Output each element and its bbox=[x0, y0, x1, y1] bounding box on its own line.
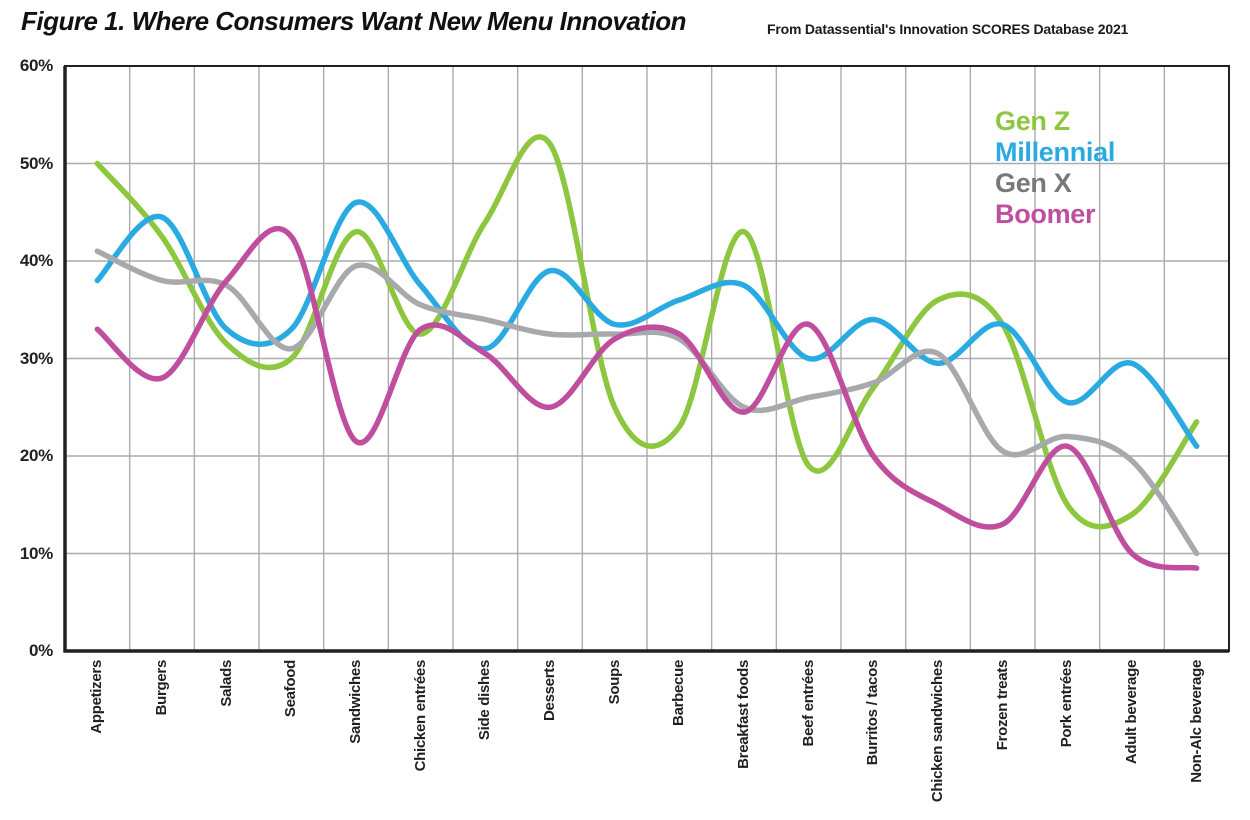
series-line-millennial bbox=[94, 199, 1200, 449]
x-axis-label: Side dishes bbox=[476, 660, 494, 741]
legend-item-millennial: Millennial bbox=[995, 137, 1116, 167]
series-line-gen-x bbox=[94, 248, 1200, 557]
figure-title: Figure 1. Where Consumers Want New Menu … bbox=[21, 6, 687, 36]
x-axis-label: Non-Alc beverage bbox=[1187, 660, 1205, 783]
figure-source-note: From Datassential's Innovation SCORES Da… bbox=[767, 21, 1129, 37]
x-axis-label: Salads bbox=[217, 660, 235, 707]
x-axis-label: Chicken entrées bbox=[411, 660, 429, 772]
legend-item-gen-x: Gen X bbox=[995, 168, 1072, 198]
y-axis-label: 0% bbox=[29, 641, 53, 660]
x-axis-label: Soups bbox=[605, 660, 623, 705]
x-axis-label: Breakfast foods bbox=[735, 660, 752, 769]
x-axis-label: Seafood bbox=[282, 660, 300, 718]
x-axis-label: Sandwiches bbox=[347, 660, 364, 744]
y-axis-label: 60% bbox=[19, 56, 53, 75]
x-axis-label: Frozen treats bbox=[993, 660, 1011, 751]
x-axis-label: Beef entrées bbox=[799, 660, 817, 747]
series-line-boomer bbox=[94, 226, 1200, 571]
x-axis-label: Barbecue bbox=[670, 660, 688, 726]
x-axis-label: Burritos / tacos bbox=[864, 660, 882, 766]
y-axis-label: 30% bbox=[19, 348, 53, 368]
y-axis-label: 20% bbox=[19, 446, 53, 465]
x-axis-label: Desserts bbox=[541, 660, 558, 721]
x-axis-label: Burgers bbox=[153, 660, 170, 716]
x-axis-label: Chicken sandwiches bbox=[929, 660, 946, 803]
x-axis-label: Adult beverage bbox=[1123, 660, 1140, 765]
legend-item-gen-z: Gen Z bbox=[995, 106, 1071, 136]
y-axis-label: 50% bbox=[19, 153, 53, 173]
y-axis-label: 10% bbox=[19, 543, 53, 563]
chart-legend: Gen Z Millennial Gen X Boomer bbox=[995, 106, 1115, 230]
legend-item-boomer: Boomer bbox=[995, 199, 1096, 229]
y-axis-label: 40% bbox=[19, 251, 53, 270]
x-axis-label: Pork entrées bbox=[1058, 660, 1076, 748]
x-axis-label: Appetizers bbox=[88, 660, 106, 734]
